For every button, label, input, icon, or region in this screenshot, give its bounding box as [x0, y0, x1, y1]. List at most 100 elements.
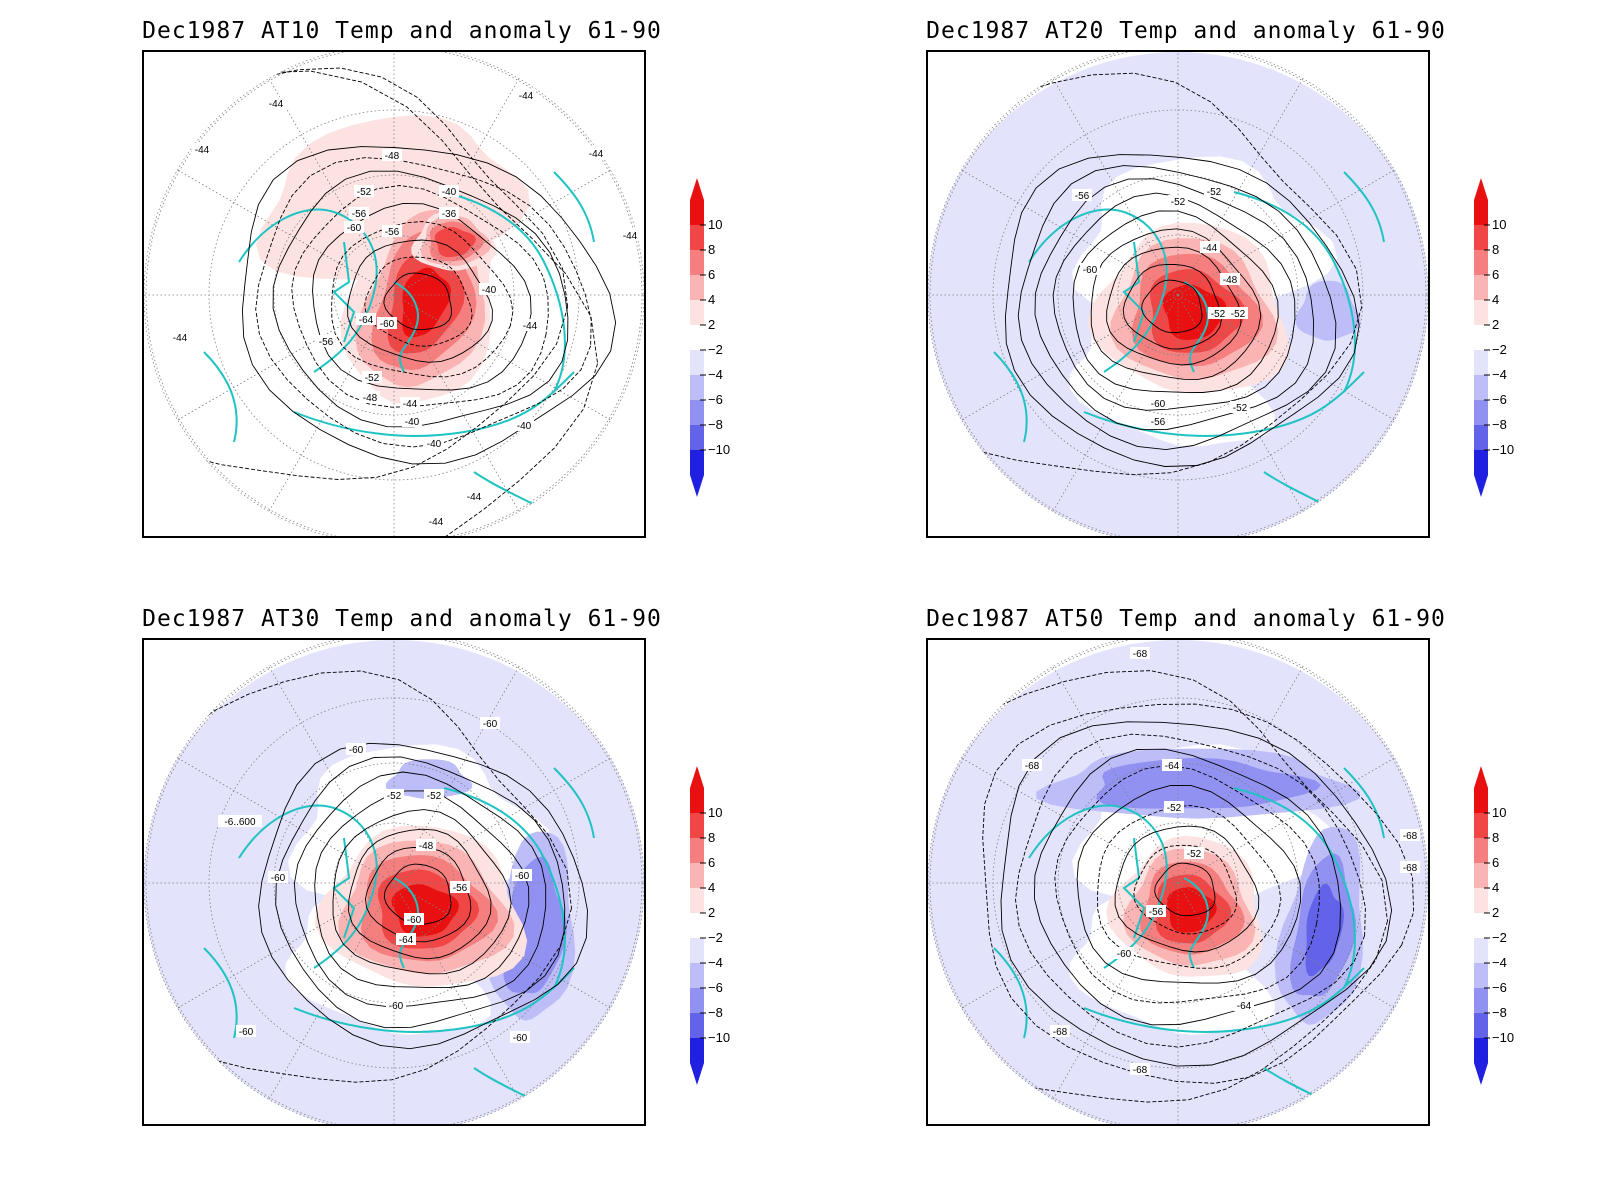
temperature-contour	[293, 771, 547, 1008]
colorbar-swatch	[1474, 350, 1488, 375]
colorbar-tick-label: −4	[1492, 955, 1507, 970]
colorbar-swatch	[1474, 425, 1488, 450]
colorbar: 10 8 6 4 2 −2 −4 −6 −8 −10	[1474, 178, 1534, 497]
contour-label: -44	[464, 490, 484, 503]
colorbar-tick-label: −8	[1492, 417, 1507, 432]
svg-text:-60: -60	[380, 319, 395, 330]
temperature-contour	[982, 703, 1415, 1084]
coastline	[393, 281, 419, 373]
svg-text:-40: -40	[405, 417, 420, 428]
coastline	[553, 171, 595, 243]
colorbar-arrow-up	[690, 766, 704, 788]
temperature-contour	[383, 863, 452, 926]
coastline	[993, 351, 1028, 443]
coastline	[1183, 877, 1209, 969]
temperature-contour	[347, 239, 493, 363]
temperature-contour	[272, 170, 569, 428]
contour-label: -60	[1080, 263, 1100, 276]
anomaly-fill-positive	[1162, 284, 1227, 340]
contour-label: -64	[356, 313, 376, 326]
colorbar: 10 8 6 4 2 −2 −4 −6 −8 −10	[1474, 766, 1534, 1085]
colorbar-tick-label: −10	[708, 1030, 730, 1045]
svg-text:-52: -52	[1167, 803, 1182, 814]
colorbar-arrow-up	[1474, 178, 1488, 200]
temperature-contour	[1052, 192, 1296, 411]
polar-map-frame: -44 -44 -44 -44 -44 -48 -52 -56 -60 -60 -64 -56 -52 -…	[142, 50, 646, 538]
coastline	[393, 877, 419, 969]
contour-label: -68	[1400, 829, 1420, 842]
temperature-contour	[348, 828, 492, 960]
temperature-contour	[1122, 263, 1222, 350]
contour-label: -48	[360, 391, 380, 404]
coastline	[1083, 967, 1365, 1033]
temperature-contour	[1154, 862, 1216, 917]
colorbar-swatch	[1474, 863, 1488, 888]
colorbar-tick-label: 2	[708, 317, 715, 332]
svg-text:-60: -60	[271, 873, 286, 884]
colorbar-swatch	[1474, 450, 1488, 475]
contour-label: -40	[439, 185, 459, 198]
svg-text:-68: -68	[1403, 863, 1418, 874]
temperature-contour	[144, 670, 572, 1083]
temperature-contour	[144, 67, 569, 480]
svg-text:-48: -48	[419, 841, 434, 852]
temperature-contour	[144, 70, 599, 536]
map-mask	[144, 52, 644, 536]
contour-label: -68	[1050, 1025, 1070, 1038]
svg-text:-52: -52	[427, 791, 442, 802]
svg-text:-40: -40	[517, 421, 532, 432]
colorbar-swatch	[1474, 938, 1488, 963]
colorbar-tick-label: −4	[708, 367, 723, 382]
colorbar-tick-label: −2	[1492, 342, 1507, 357]
colorbar-swatch	[1474, 963, 1488, 988]
colorbar-tick-label: −6	[1492, 980, 1507, 995]
colorbar-tick-label: 4	[1492, 292, 1499, 307]
svg-text:-6..600: -6..600	[224, 817, 256, 828]
map-panel-at20: Dec1987 AT20 Temp and anomaly 61-90 -56-…	[926, 18, 1600, 578]
svg-text:-44: -44	[195, 145, 210, 156]
colorbar-tick-label: 10	[708, 217, 722, 232]
temperature-contour	[1017, 165, 1337, 451]
svg-text:-64: -64	[1237, 1001, 1252, 1012]
colorbar-swatch	[690, 225, 704, 250]
temperature-contour	[1072, 210, 1279, 393]
contour-label: -60	[386, 999, 406, 1012]
colorbar-tick-label: 6	[708, 267, 715, 282]
coastline	[332, 241, 356, 343]
contour-label: -60	[1114, 947, 1134, 960]
colorbar-swatch	[690, 913, 704, 938]
colorbar-swatch	[690, 350, 704, 375]
colorbar-tick-label: 8	[1492, 242, 1499, 257]
map-panel-at50: Dec1987 AT50 Temp and anomaly 61-90 -68 -…	[926, 606, 1600, 1166]
colorbar-tick-label: 6	[708, 855, 715, 870]
panel-title: Dec1987 AT50 Temp and anomaly 61-90	[926, 606, 1446, 632]
svg-text:-44: -44	[173, 333, 188, 344]
map-mask	[928, 52, 1428, 536]
contour-label: -60	[377, 317, 397, 330]
map-mask	[928, 640, 1428, 1124]
temperature-contour	[1114, 825, 1260, 953]
colorbar-tick-label: 4	[708, 880, 715, 895]
contour-label: -60	[512, 869, 532, 882]
contour-label: -64	[1234, 999, 1254, 1012]
colorbar-swatch	[690, 375, 704, 400]
colorbar-swatch	[690, 425, 704, 450]
svg-text:-68: -68	[1133, 1065, 1148, 1076]
contour-label: -52	[424, 789, 444, 802]
contour-label: -56	[382, 225, 402, 238]
colorbar-swatch	[1474, 200, 1488, 225]
contour-label: -64	[396, 933, 416, 946]
svg-text:-44: -44	[403, 399, 418, 410]
contour-label: -52	[1228, 307, 1248, 320]
colorbar-swatch	[1474, 1013, 1488, 1038]
contour-label: -52	[1208, 307, 1228, 320]
contour-label: -40	[424, 437, 444, 450]
colorbar-swatch	[1474, 300, 1488, 325]
svg-text:-44: -44	[269, 99, 284, 110]
svg-text:-60: -60	[239, 1027, 254, 1038]
svg-text:-40: -40	[427, 439, 442, 450]
colorbar-tick-label: 4	[1492, 880, 1499, 895]
colorbar-swatch	[1474, 325, 1488, 350]
contour-label: -44	[266, 97, 286, 110]
colorbar-tick-label: 10	[708, 805, 722, 820]
